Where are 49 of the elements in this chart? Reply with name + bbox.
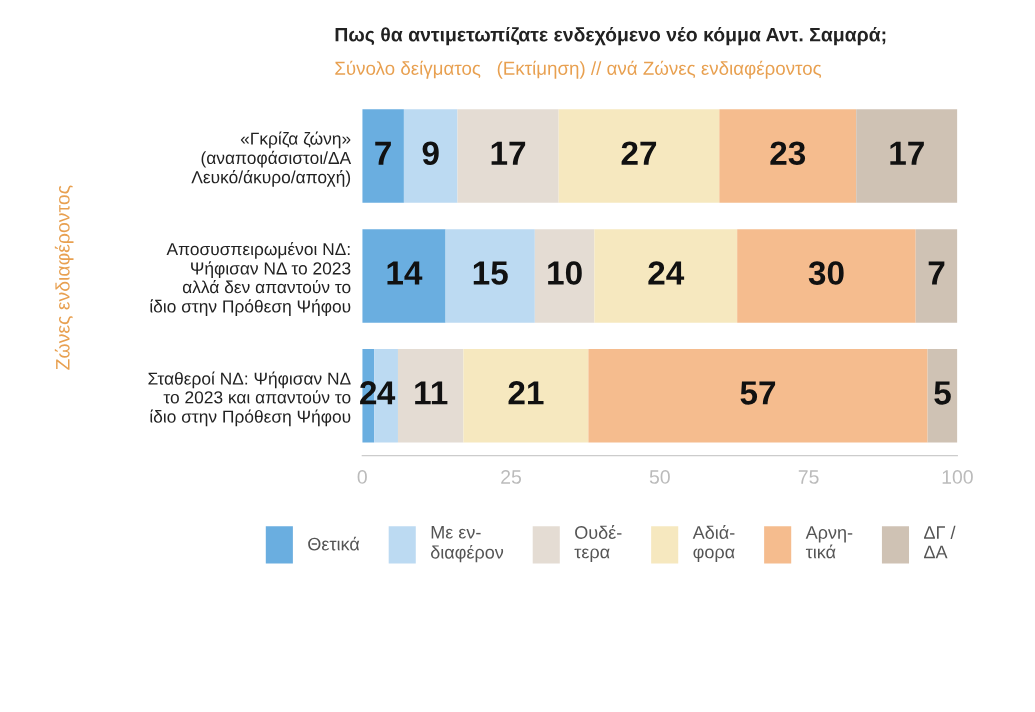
y-tick-label: Αποσυσπειρωμένοι ΝΔ: Ψήφισαν ΝΔ το 2023 αλλά δεν απαντούν το ίδιο στην Πρόθεση Ψήφου <box>150 242 351 316</box>
data-label: 30 <box>808 261 844 285</box>
bar <box>362 109 404 203</box>
y-tick-label: Σταθεροί ΝΔ: Ψήφισαν ΝΔ το 2023 και απαντούν το ίδιο στην Πρόθεση Ψήφου <box>148 371 351 427</box>
y-axis-title: Ζώνες ενδιαφέροντος <box>54 185 74 370</box>
bar <box>362 229 446 323</box>
data-label: 57 <box>740 381 776 405</box>
legend-label: Αρνη- τικά <box>805 526 853 559</box>
x-tick-label: 75 <box>798 470 819 484</box>
bar <box>457 109 559 203</box>
bar <box>737 229 916 323</box>
bar <box>594 229 738 323</box>
legend-label: Αδιά- φορα <box>692 525 735 562</box>
data-label: 24 <box>648 261 685 285</box>
x-tick-label: 0 <box>357 470 367 484</box>
x-tick-label: 100 <box>942 470 973 484</box>
bar <box>588 349 928 443</box>
bar <box>463 349 589 443</box>
legend-label: Με εν- διαφέρον <box>430 525 504 563</box>
data-label: 7 <box>928 261 945 285</box>
bar <box>856 109 958 203</box>
legend-label: Ουδέ- τερα <box>574 525 622 562</box>
bar <box>534 229 595 323</box>
data-label: 21 <box>508 381 544 405</box>
chart-title: Πως θα αντιμετωπίζατε ενδεχόμενο νέο κόμμα Αντ. Σαμαρά; <box>335 26 886 46</box>
data-label: 9 <box>422 141 439 165</box>
bar <box>403 109 458 203</box>
data-label: 17 <box>890 141 924 165</box>
bar <box>558 109 720 203</box>
bar <box>397 349 464 443</box>
legend-label: ΔΓ / ΔΑ <box>924 525 956 559</box>
data-label: 7 <box>375 141 391 165</box>
data-label: 4 <box>377 381 396 405</box>
bar <box>915 229 958 323</box>
data-label: 17 <box>491 141 526 165</box>
data-label: 27 <box>621 141 657 165</box>
data-label: 15 <box>473 261 508 285</box>
x-tick-label: 25 <box>501 470 522 484</box>
chart-subtitle: Σύνολο δείγματος (Εκτίμηση) // ανά Ζώνες ενδιαφέροντος <box>335 60 822 79</box>
data-label: 23 <box>770 141 806 166</box>
data-label: 10 <box>548 261 582 285</box>
x-tick-label: 50 <box>649 470 670 484</box>
legend-label: Θετικά <box>308 536 360 551</box>
data-label: 14 <box>387 261 423 285</box>
data-label: 11 <box>415 381 448 405</box>
bar <box>719 109 857 203</box>
data-label: 5 <box>934 381 951 405</box>
bar <box>445 229 535 323</box>
y-tick-label: «Γκρίζα ζώνη» (αναποφάσιστοι/ΔΑ Λευκό/άκυρο/αποχή) <box>191 131 352 187</box>
